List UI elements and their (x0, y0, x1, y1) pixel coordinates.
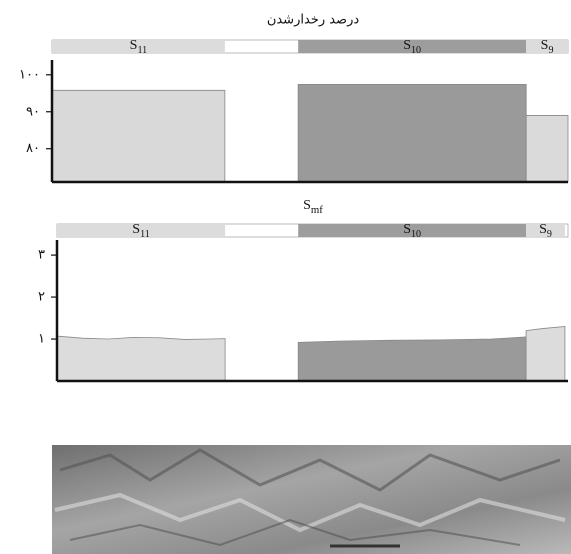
area (298, 84, 526, 182)
chart-title-sub: mf (311, 204, 323, 216)
segment-label-base: S (403, 38, 411, 53)
segment-label-sub: 9 (547, 229, 552, 240)
segment-label-base: S (132, 222, 140, 237)
area (52, 90, 225, 182)
satellite-image (52, 445, 571, 554)
y-tick-label: ۱ (38, 332, 45, 347)
segment-label-sub: 10 (411, 45, 421, 56)
chart-title: Smf (303, 198, 323, 216)
y-tick-label: ۸۰ (26, 141, 40, 156)
segment-label-base: S (539, 222, 547, 237)
area (298, 337, 526, 381)
y-tick-label: ۱۰۰ (19, 67, 40, 82)
segment-label-sub: 9 (548, 45, 553, 56)
y-tick-label: ۲ (38, 290, 45, 305)
chart-title: درصد رخدارشدن (267, 13, 360, 28)
segment-label-sub: 10 (411, 229, 421, 240)
y-tick-label: ۳ (38, 248, 45, 263)
segment-label-base: S (541, 38, 549, 53)
area (526, 326, 565, 381)
segment-label-sub: 11 (140, 229, 150, 240)
segment-label-base: S (130, 38, 138, 53)
figure: درصد رخدارشدنS11S10S9۱۰۰۹۰۸۰SmfS11S10S9۳… (0, 0, 571, 554)
area (57, 336, 225, 381)
segment-label-base: S (403, 222, 411, 237)
segment-label-sub: 11 (137, 45, 147, 56)
area (526, 115, 568, 182)
chart-title-base: S (303, 198, 311, 213)
y-tick-label: ۹۰ (26, 104, 40, 119)
